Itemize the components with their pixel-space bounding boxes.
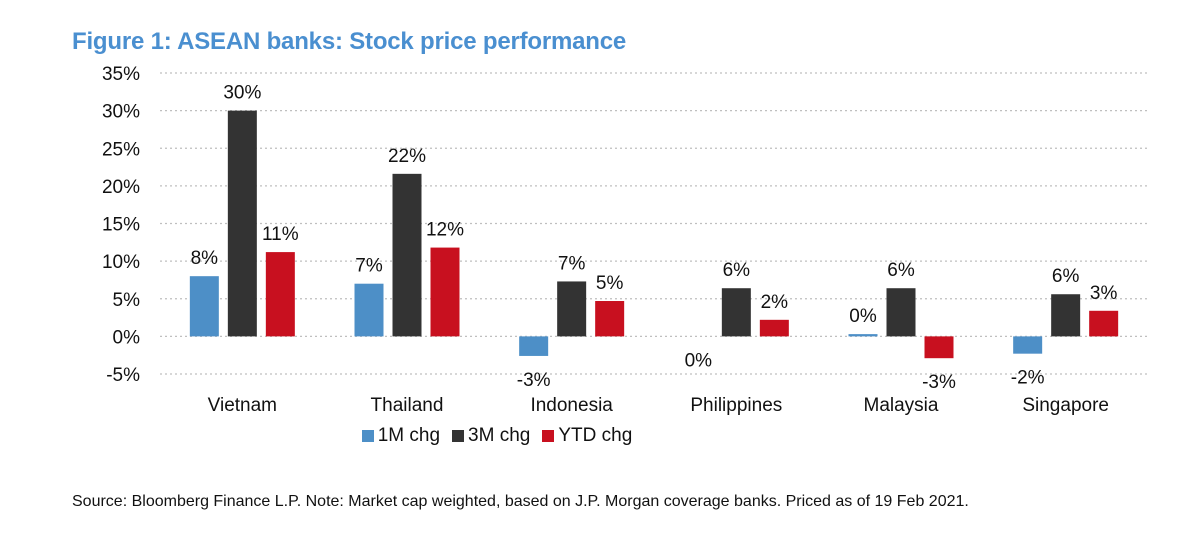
y-tick-label: 10% bbox=[102, 252, 140, 273]
y-tick-label: 30% bbox=[102, 102, 140, 123]
bar-3m-chg-malaysia bbox=[886, 288, 916, 337]
y-axis-ticks: 35% 30% 25% 20% 15% 10% 5% 0% -5% bbox=[102, 64, 140, 386]
data-label: -2% bbox=[1011, 368, 1045, 389]
x-category-label: Thailand bbox=[371, 395, 444, 416]
bar-3m-chg-indonesia bbox=[557, 281, 587, 337]
y-tick-label: 15% bbox=[102, 215, 140, 236]
chart-title: Figure 1: ASEAN banks: Stock price perfo… bbox=[72, 28, 627, 55]
legend-label-3m: 3M chg bbox=[468, 425, 531, 446]
legend-item-1m: 1M chg bbox=[361, 425, 441, 447]
bar-1m-chg-indonesia bbox=[519, 336, 549, 356]
data-label: -3% bbox=[922, 372, 956, 393]
data-label: 0% bbox=[849, 306, 877, 327]
data-label: 0% bbox=[685, 350, 713, 371]
y-tick-label: 20% bbox=[102, 177, 140, 198]
bar-1m-chg-malaysia bbox=[848, 334, 878, 337]
bar-ytd-chg-vietnam bbox=[265, 252, 295, 337]
bar-ytd-chg-indonesia bbox=[595, 301, 625, 337]
data-label: 6% bbox=[723, 260, 751, 281]
y-tick-label: -5% bbox=[106, 365, 140, 386]
x-category-label: Philippines bbox=[690, 395, 782, 416]
bar-3m-chg-singapore bbox=[1051, 294, 1081, 337]
bar-ytd-chg-malaysia bbox=[924, 336, 954, 359]
legend-swatch-ytd bbox=[542, 430, 555, 442]
x-category-label: Vietnam bbox=[208, 395, 277, 416]
legend: 1M chg 3M chg YTD chg bbox=[0, 425, 1103, 447]
source-note: Source: Bloomberg Finance L.P. Note: Mar… bbox=[72, 493, 969, 510]
x-category-label: Malaysia bbox=[864, 395, 939, 416]
x-category-label: Singapore bbox=[1022, 395, 1109, 416]
y-tick-label: 25% bbox=[102, 139, 140, 160]
data-label: 30% bbox=[223, 83, 261, 104]
gridlines bbox=[160, 72, 1148, 375]
y-tick-label: 0% bbox=[113, 327, 141, 348]
data-label: -3% bbox=[517, 370, 551, 391]
bar-ytd-chg-thailand bbox=[430, 247, 460, 337]
legend-swatch-1m bbox=[361, 430, 374, 442]
bar-3m-chg-vietnam bbox=[227, 110, 257, 337]
data-label: 6% bbox=[1052, 266, 1080, 287]
data-label: 3% bbox=[1090, 283, 1118, 304]
data-label: 5% bbox=[596, 273, 624, 294]
bar-ytd-chg-singapore bbox=[1089, 310, 1119, 337]
bar-1m-chg-singapore bbox=[1013, 336, 1043, 354]
bar-1m-chg-thailand bbox=[354, 283, 384, 337]
y-tick-label: 5% bbox=[113, 290, 141, 311]
data-label: 6% bbox=[887, 260, 915, 281]
data-label: 8% bbox=[191, 248, 219, 269]
legend-item-3m: 3M chg bbox=[452, 425, 530, 447]
bar-3m-chg-thailand bbox=[392, 173, 422, 337]
data-label: 7% bbox=[558, 253, 586, 274]
data-label: 2% bbox=[761, 292, 789, 313]
x-category-label: Indonesia bbox=[530, 395, 613, 416]
legend-label-1m: 1M chg bbox=[377, 425, 441, 446]
legend-swatch-3m bbox=[452, 430, 465, 442]
data-label: 12% bbox=[426, 220, 464, 241]
bar-ytd-chg-philippines bbox=[759, 319, 789, 337]
data-label: 11% bbox=[262, 224, 299, 245]
y-tick-label: 35% bbox=[102, 64, 140, 85]
bar-3m-chg-philippines bbox=[721, 288, 751, 337]
bar-1m-chg-vietnam bbox=[189, 276, 219, 337]
bars bbox=[189, 110, 1119, 359]
x-axis-categories: Vietnam Thailand Indonesia Philippines Malay… bbox=[208, 395, 1109, 416]
legend-label-ytd: YTD chg bbox=[558, 425, 633, 446]
legend-item-ytd: YTD chg bbox=[542, 425, 632, 447]
data-labels: 8% 30% 11% 7% 22% 12% -3% 7% 5% 0% 6% 2% 0% 6% -3% -2% 6… bbox=[191, 83, 1118, 394]
data-label: 7% bbox=[355, 256, 383, 277]
data-label: 22% bbox=[388, 146, 426, 167]
